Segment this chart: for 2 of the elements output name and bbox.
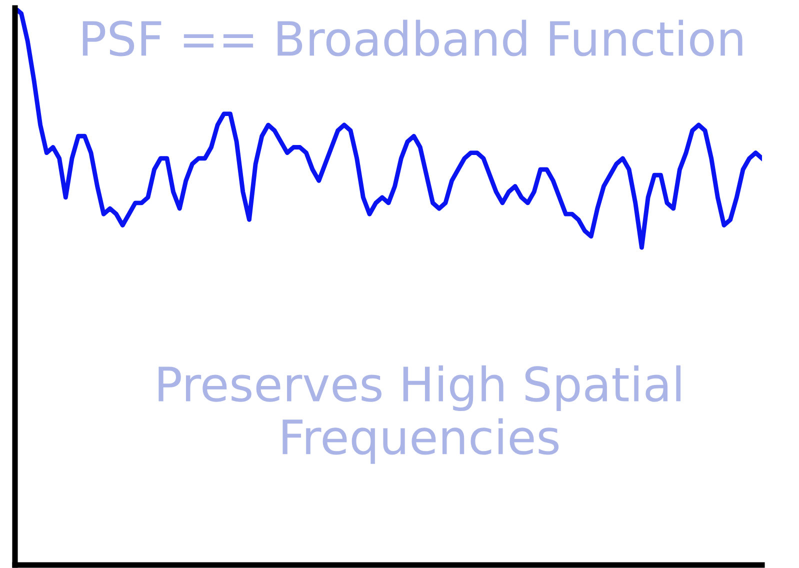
annotation: Preserves High Spatial Frequencies [158, 365, 680, 464]
chart-title: PSF == Broadband Function [82, 20, 742, 56]
